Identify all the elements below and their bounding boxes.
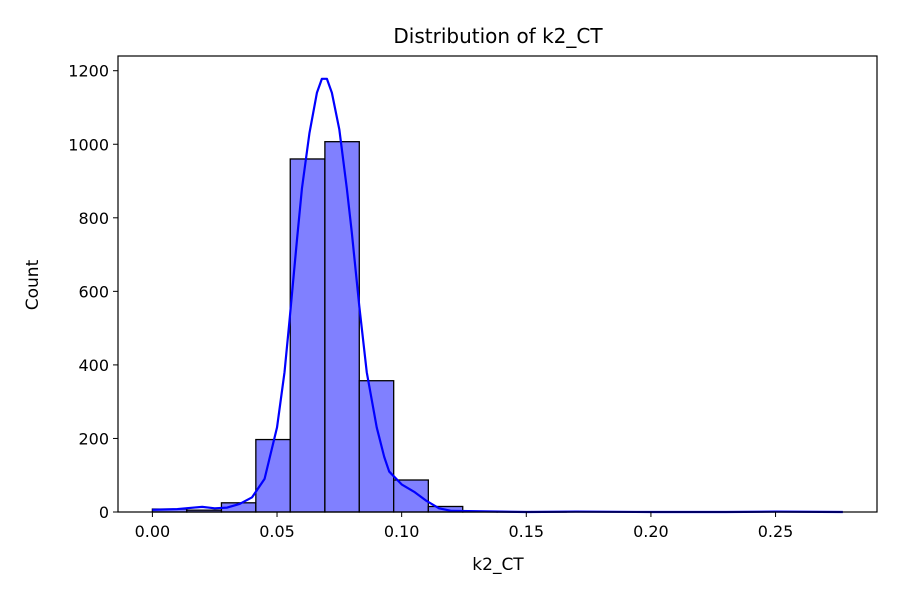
histogram-bar (393, 479, 429, 513)
x-tick-label: 0.20 (633, 522, 669, 541)
y-tick-label: 800 (78, 209, 109, 228)
y-tick-label: 600 (78, 282, 109, 301)
histogram-bar (289, 158, 326, 513)
y-tick-label: 1000 (68, 135, 109, 154)
x-axis: 0.00 0.05 0.10 0.15 0.20 0.25 (135, 512, 794, 541)
y-tick-label: 400 (78, 356, 109, 375)
x-tick-label: 0.00 (135, 522, 171, 541)
y-axis-title: Count (23, 259, 43, 310)
histogram-bar (255, 438, 291, 513)
histogram-bar (324, 141, 360, 513)
y-tick-label: 1200 (68, 62, 109, 81)
x-tick-label: 0.25 (758, 522, 794, 541)
x-tick-label: 0.05 (259, 522, 295, 541)
y-tick-label: 200 (78, 429, 109, 448)
x-axis-title: k2_CT (472, 555, 524, 575)
histogram-bar (358, 380, 395, 513)
y-axis: 0 200 400 600 800 1000 1200 (68, 62, 118, 522)
x-tick-label: 0.15 (508, 522, 544, 541)
x-tick-label: 0.10 (384, 522, 420, 541)
y-tick-label: 0 (99, 503, 109, 522)
chart-title: Distribution of k2_CT (393, 24, 603, 48)
plot-area-frame (117, 55, 878, 513)
histogram-bars (151, 141, 567, 513)
